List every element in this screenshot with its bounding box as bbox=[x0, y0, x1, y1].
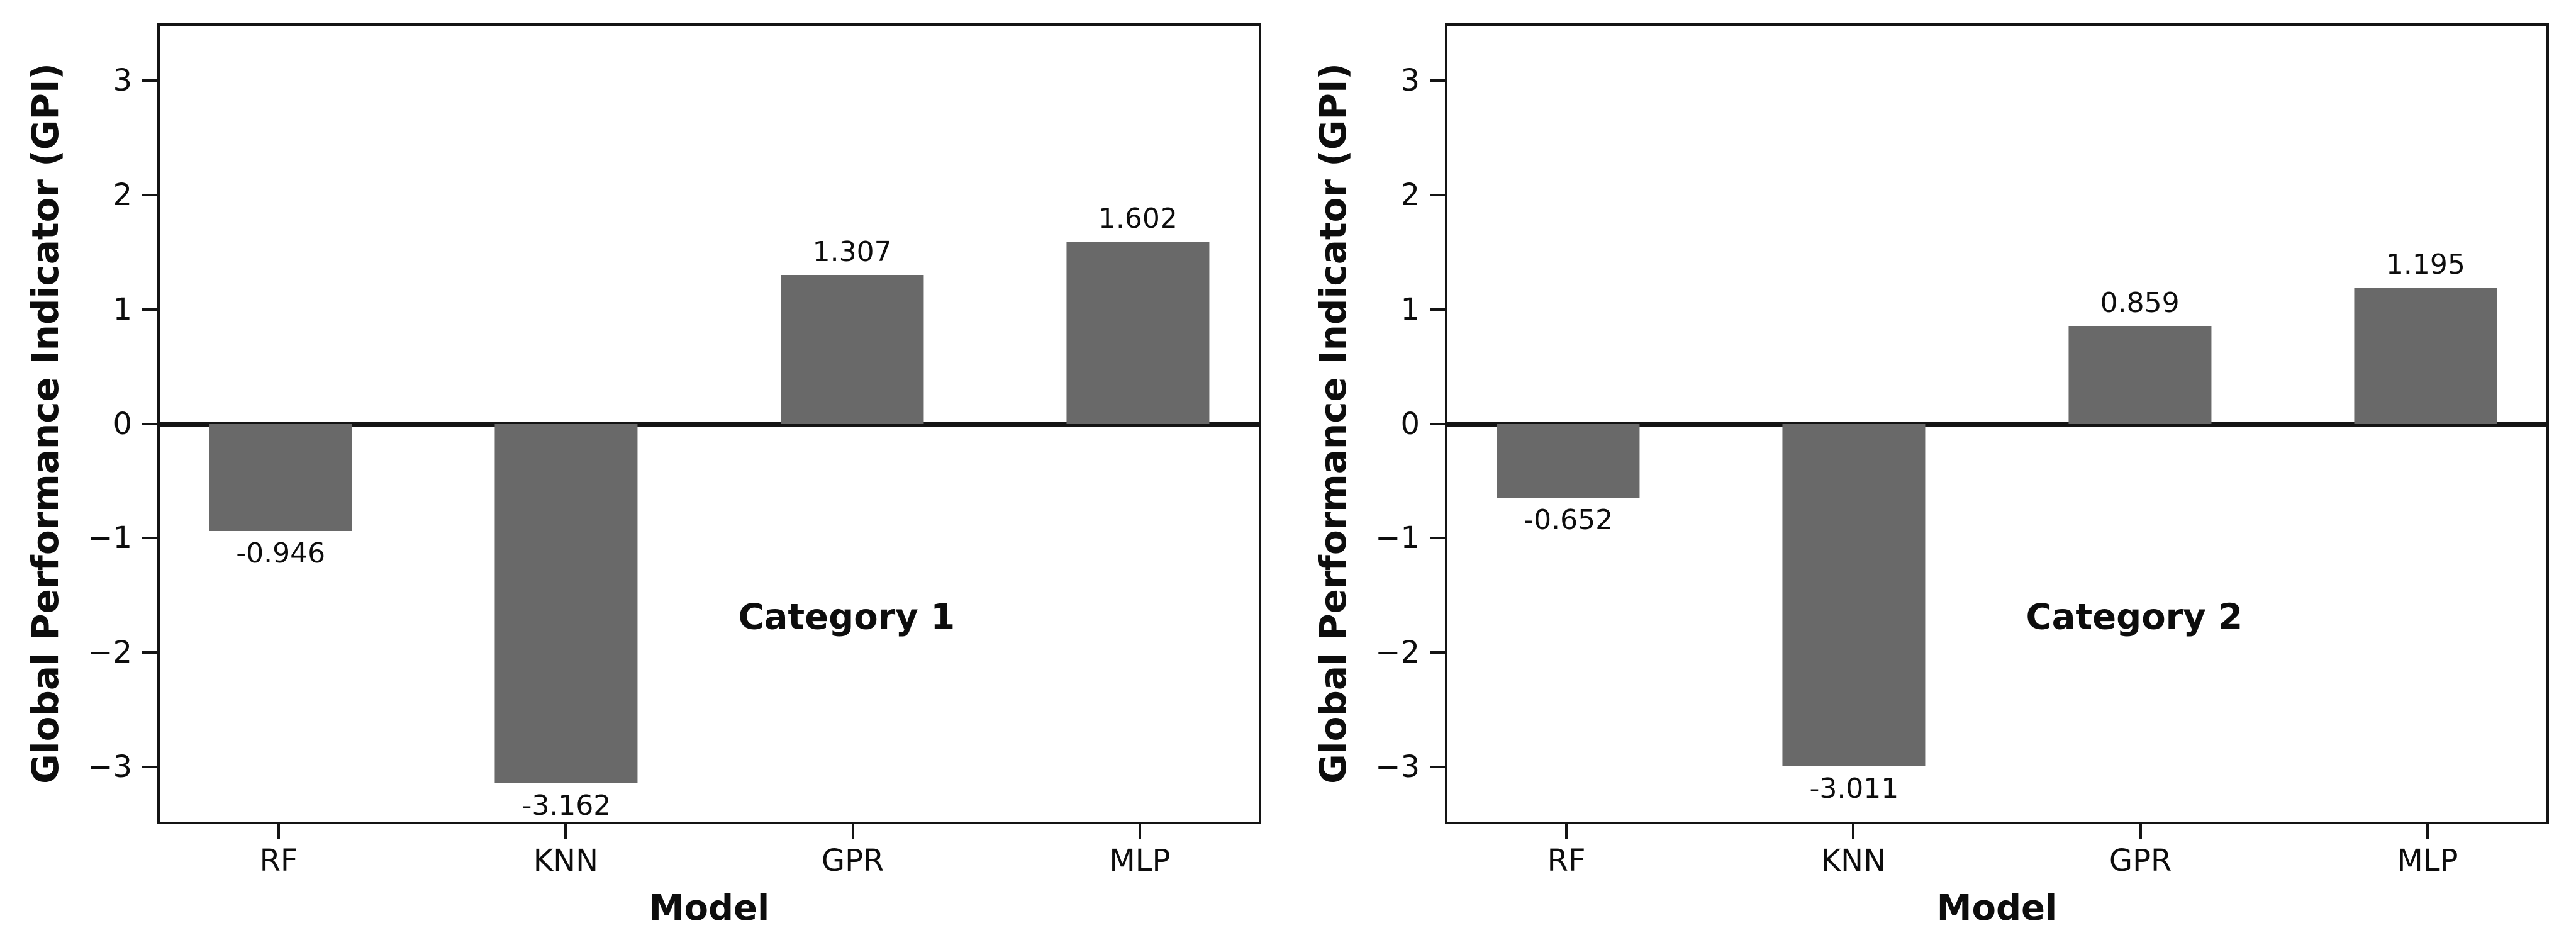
x-axis: RF KNN GPR MLP bbox=[1445, 824, 2549, 887]
x-tick-mark bbox=[1138, 824, 1141, 839]
x-tick-label-rf: RF bbox=[259, 843, 298, 878]
y-axis: 3 2 1 0 −1 −2 −3 bbox=[1288, 23, 1445, 824]
category-annotation: Category 2 bbox=[2026, 596, 2243, 638]
x-axis: RF KNN GPR MLP bbox=[157, 824, 1261, 887]
bar-rf bbox=[209, 423, 352, 532]
y-tick-mark bbox=[1430, 308, 1445, 311]
x-tick-mark bbox=[851, 824, 854, 839]
bar-gpr bbox=[781, 275, 924, 424]
bar-gpr bbox=[2068, 326, 2212, 424]
bar-value-label: 1.602 bbox=[1098, 202, 1178, 235]
bar-knn bbox=[1782, 423, 1926, 766]
x-tick-label-mlp: MLP bbox=[1109, 843, 1171, 878]
chart-panel-category-1: Global Performance Indicator (GPI) 3 2 1 0−… bbox=[0, 23, 1261, 929]
y-tick-label: −2 bbox=[87, 635, 132, 671]
x-tick-mark bbox=[1852, 824, 1855, 839]
y-tick-mark bbox=[1430, 766, 1445, 769]
y-tick-label: 1 bbox=[113, 291, 132, 327]
x-tick-mark bbox=[1565, 824, 1568, 839]
y-tick-mark bbox=[1430, 193, 1445, 196]
bar-value-label: -0.946 bbox=[236, 537, 326, 570]
y-tick-label: 2 bbox=[113, 177, 132, 213]
bar-value-label: 1.307 bbox=[812, 235, 892, 268]
bar-knn bbox=[494, 423, 638, 783]
x-tick-label-rf: RF bbox=[1547, 843, 1586, 878]
y-tick-label: 0 bbox=[113, 406, 132, 442]
bar-value-label: -0.652 bbox=[1524, 504, 1614, 537]
x-tick-label-mlp: MLP bbox=[2397, 843, 2458, 878]
x-tick-mark bbox=[2426, 824, 2429, 839]
bar-value-label: -3.162 bbox=[521, 789, 611, 822]
plot-area: Category 1 -0.946 -3.162 1.307 1.602 bbox=[157, 23, 1261, 824]
y-tick-label: −3 bbox=[1375, 749, 1420, 785]
zero-baseline bbox=[1447, 422, 2546, 427]
y-tick-label: 1 bbox=[1400, 291, 1420, 327]
bar-rf bbox=[1497, 423, 1640, 498]
plot-area: Category 2 -0.652 -3.011 0.859 1.195 bbox=[1445, 23, 2549, 824]
y-tick-mark bbox=[142, 79, 157, 82]
x-axis-label: Model bbox=[649, 888, 770, 929]
y-tick-label: 3 bbox=[113, 62, 132, 98]
y-tick-label: 2 bbox=[1400, 177, 1420, 213]
bar-value-label: 1.195 bbox=[2385, 249, 2465, 281]
y-tick-mark bbox=[142, 308, 157, 311]
y-tick-label: −3 bbox=[87, 749, 132, 785]
y-tick-label: −1 bbox=[87, 520, 132, 556]
y-tick-label: −2 bbox=[1375, 635, 1420, 671]
bar-value-label: -3.011 bbox=[1809, 772, 1899, 805]
bar-value-label: 0.859 bbox=[2100, 286, 2180, 319]
y-axis: 3 2 1 0 −1 −2 −3 bbox=[0, 23, 157, 824]
y-tick-mark bbox=[142, 422, 157, 425]
y-tick-mark bbox=[1430, 537, 1445, 540]
category-annotation: Category 1 bbox=[738, 596, 956, 638]
x-tick-label-gpr: GPR bbox=[821, 843, 884, 878]
x-tick-label-knn: KNN bbox=[1820, 843, 1886, 878]
y-tick-label: 0 bbox=[1400, 406, 1420, 442]
bar-mlp bbox=[2354, 288, 2497, 424]
x-tick-label-knn: KNN bbox=[533, 843, 598, 878]
y-tick-mark bbox=[142, 766, 157, 769]
y-tick-mark bbox=[142, 651, 157, 654]
bar-mlp bbox=[1066, 242, 1210, 424]
zero-baseline bbox=[160, 422, 1259, 427]
x-tick-label-gpr: GPR bbox=[2109, 843, 2172, 878]
y-tick-mark bbox=[1430, 651, 1445, 654]
x-tick-mark bbox=[2139, 824, 2142, 839]
y-tick-label: 3 bbox=[1400, 62, 1420, 98]
chart-panel-category-2: Global Performance Indicator (GPI) 3 2 1 0−… bbox=[1288, 0, 2575, 945]
y-tick-mark bbox=[1430, 79, 1445, 82]
y-tick-mark bbox=[142, 537, 157, 540]
x-axis-label: Model bbox=[1936, 888, 2058, 929]
x-tick-mark bbox=[277, 824, 281, 839]
y-tick-mark bbox=[1430, 422, 1445, 425]
y-tick-label: −1 bbox=[1375, 520, 1420, 556]
y-tick-mark bbox=[142, 193, 157, 196]
x-tick-mark bbox=[564, 824, 567, 839]
